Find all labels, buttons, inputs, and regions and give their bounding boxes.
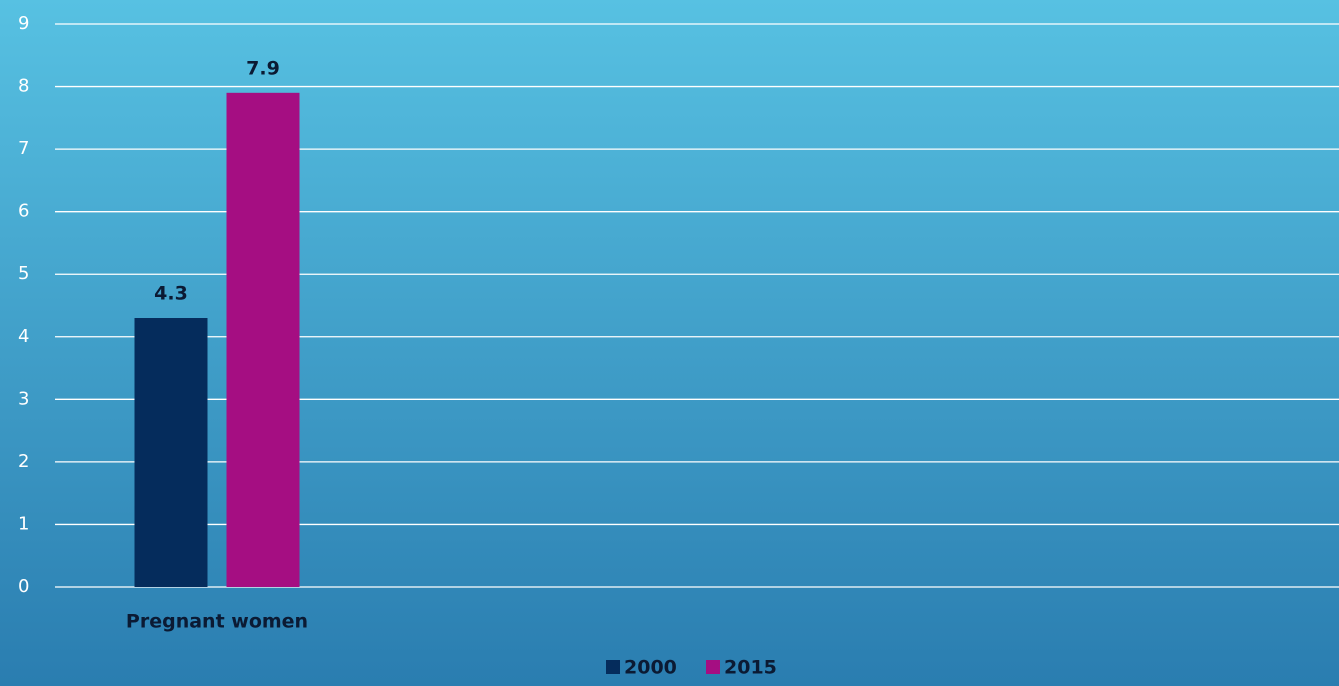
- value-label: 4.3: [154, 283, 188, 305]
- y-tick-label: 0: [18, 576, 29, 597]
- legend-swatch: [606, 660, 620, 674]
- y-tick-label: 6: [18, 201, 29, 222]
- y-tick-label: 4: [18, 326, 29, 347]
- y-tick-label: 2: [18, 451, 29, 472]
- value-label: 7.9: [246, 57, 280, 79]
- legend-swatch: [706, 660, 720, 674]
- y-tick-label: 3: [18, 388, 29, 409]
- legend-label: 2015: [724, 657, 777, 679]
- bar: [134, 318, 208, 587]
- bar: [226, 92, 300, 588]
- legend-label: 2000: [624, 657, 677, 679]
- y-tick-label: 7: [18, 138, 29, 159]
- y-tick-label: 8: [18, 76, 29, 97]
- y-tick-label: 9: [18, 13, 29, 34]
- y-tick-label: 1: [18, 513, 29, 534]
- y-tick-label: 5: [18, 263, 29, 284]
- x-tick-label: Pregnant women: [126, 611, 308, 633]
